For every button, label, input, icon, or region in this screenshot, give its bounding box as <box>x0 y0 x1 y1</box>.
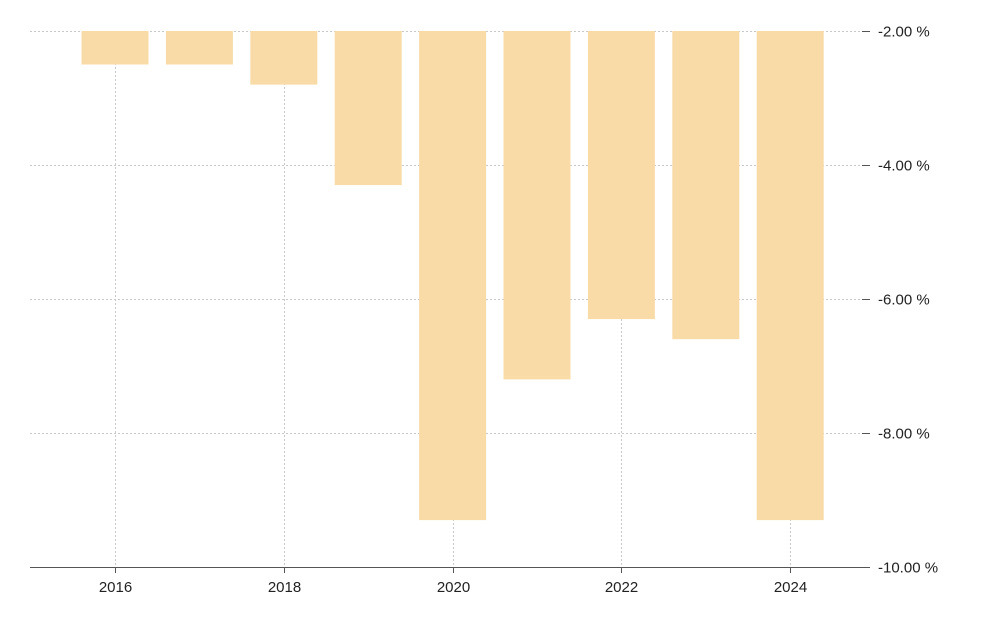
bar-2021[interactable] <box>503 31 571 380</box>
bar-2018[interactable] <box>250 31 318 85</box>
bar-2023[interactable] <box>672 31 740 340</box>
bar-2019[interactable] <box>334 31 402 186</box>
bar-2024[interactable] <box>756 31 824 521</box>
y-tick-label: -8.00 % <box>878 426 930 443</box>
bar-2020[interactable] <box>419 31 487 521</box>
x-tick-label: 2018 <box>268 579 301 596</box>
axis-layer <box>30 31 870 573</box>
y-tick-label: -6.00 % <box>878 292 930 309</box>
bars-layer <box>81 31 824 521</box>
y-tick-label: -2.00 % <box>878 24 930 41</box>
x-tick-label: 2016 <box>99 579 132 596</box>
y-axis-labels: -2.00 % -4.00 % -6.00 % -8.00 % -10.00 % <box>878 24 938 577</box>
y-tick-label: -10.00 % <box>878 560 938 577</box>
x-tick-label: 2020 <box>437 579 470 596</box>
y-tick-label: -4.00 % <box>878 158 930 175</box>
x-axis-labels: 2016 2018 2020 2022 2024 <box>99 579 807 596</box>
x-tick-label: 2024 <box>774 579 807 596</box>
bar-2016[interactable] <box>81 31 149 65</box>
bar-2017[interactable] <box>165 31 233 65</box>
x-tick-label: 2022 <box>605 579 638 596</box>
bar-2022[interactable] <box>587 31 655 320</box>
